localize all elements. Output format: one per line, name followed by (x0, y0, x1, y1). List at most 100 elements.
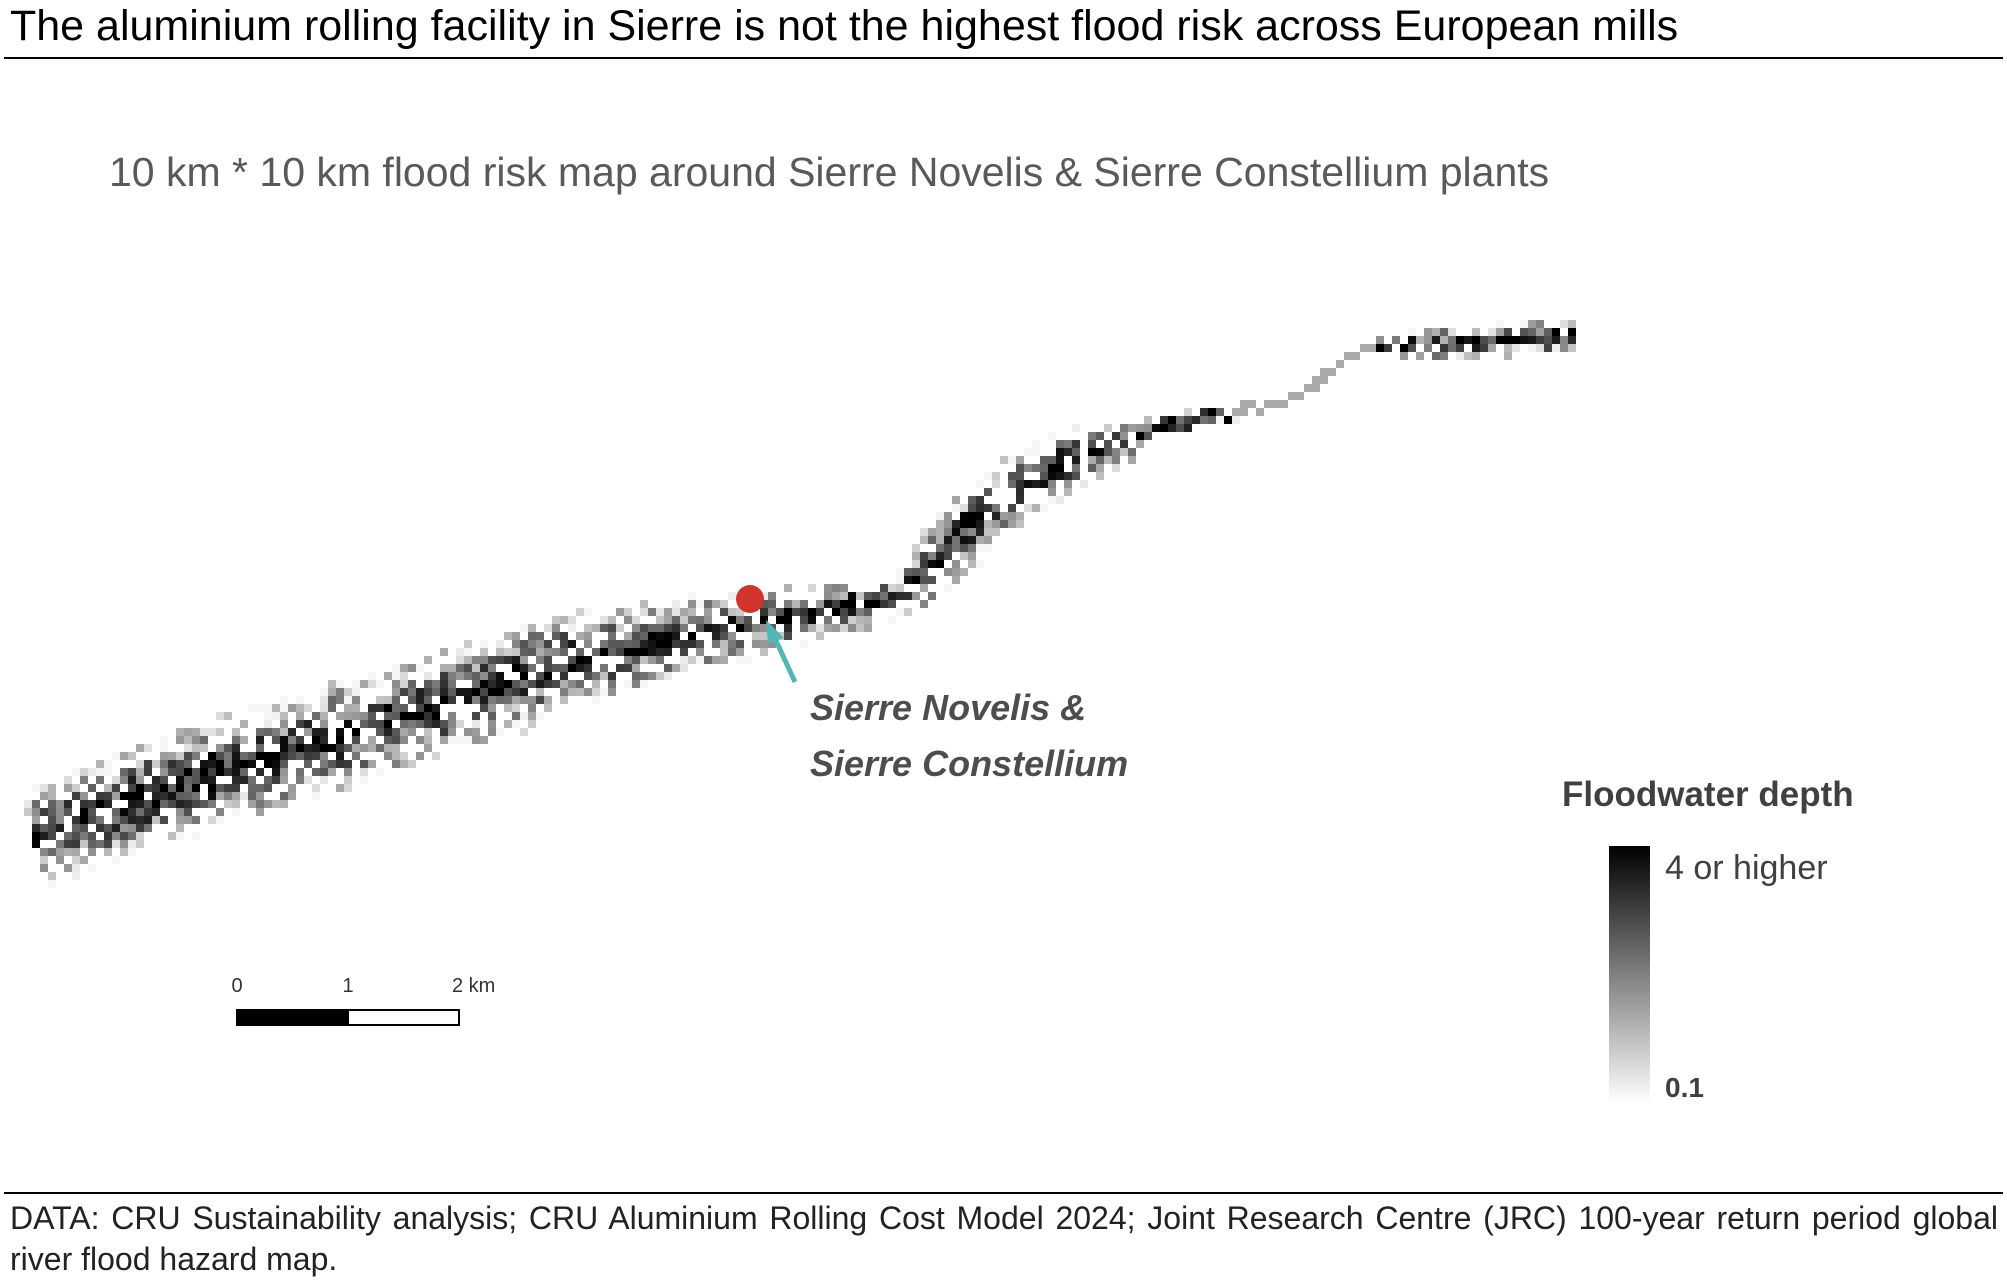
flood-cell (976, 504, 984, 512)
flood-cell (944, 584, 952, 592)
flood-cell (464, 696, 472, 704)
flood-cell (984, 528, 992, 536)
flood-cell (1064, 488, 1072, 496)
flood-cell (512, 632, 520, 640)
flood-cell (568, 656, 576, 664)
flood-cell (1440, 328, 1448, 336)
flood-cell (440, 672, 448, 680)
flood-cell (592, 688, 600, 696)
flood-cell (232, 752, 240, 760)
flood-cell (88, 808, 96, 816)
flood-cell (264, 728, 272, 736)
flood-cell (88, 864, 96, 872)
flood-cell (280, 768, 288, 776)
flood-cell (1200, 408, 1208, 416)
flood-cell (208, 776, 216, 784)
flood-cell (760, 608, 768, 616)
flood-cell (384, 736, 392, 744)
flood-cell (640, 656, 648, 664)
flood-cell (888, 616, 896, 624)
flood-cell (1488, 328, 1496, 336)
flood-cell (1488, 336, 1496, 344)
flood-cell (1168, 416, 1176, 424)
flood-cell (992, 520, 1000, 528)
flood-cell (1472, 352, 1480, 360)
flood-cell (272, 768, 280, 776)
flood-cell (392, 728, 400, 736)
flood-cell (656, 632, 664, 640)
flood-cell (224, 744, 232, 752)
flood-cell (312, 792, 320, 800)
flood-cell (256, 704, 264, 712)
flood-cell (384, 728, 392, 736)
flood-cell (632, 632, 640, 640)
flood-cell (1088, 448, 1096, 456)
flood-cell (296, 776, 304, 784)
flood-cell (608, 624, 616, 632)
flood-cell (200, 744, 208, 752)
flood-cell (144, 768, 152, 776)
flood-cell (144, 808, 152, 816)
flood-cell (920, 568, 928, 576)
flood-cell (432, 680, 440, 688)
flood-cell (568, 640, 576, 648)
flood-cell (928, 560, 936, 568)
flood-cell (160, 784, 168, 792)
flood-cell (136, 768, 144, 776)
flood-cell (496, 648, 504, 656)
flood-cell (864, 600, 872, 608)
flood-cell (600, 624, 608, 632)
flood-cell (280, 696, 288, 704)
flood-cell (496, 640, 504, 648)
flood-cell (1456, 336, 1464, 344)
flood-cell (1520, 328, 1528, 336)
flood-cell (1008, 472, 1016, 480)
flood-cell (128, 792, 136, 800)
flood-cell (168, 800, 176, 808)
flood-cell (496, 680, 504, 688)
scale-label: 1 (342, 975, 353, 997)
flood-cell (856, 608, 864, 616)
flood-cell (112, 824, 120, 832)
flood-cell (624, 616, 632, 624)
flood-cell (136, 824, 144, 832)
flood-cell (600, 616, 608, 624)
flood-cell (408, 720, 416, 728)
flood-cell (352, 680, 360, 688)
flood-cell (576, 688, 584, 696)
flood-cell (936, 552, 944, 560)
flood-cell (424, 704, 432, 712)
flood-cell (312, 736, 320, 744)
flood-cell (968, 504, 976, 512)
flood-cell (392, 664, 400, 672)
flood-cell (920, 576, 928, 584)
flood-cell (320, 768, 328, 776)
flood-cell (648, 608, 656, 616)
flood-cell (1024, 504, 1032, 512)
flood-cell (816, 624, 824, 632)
flood-cell (1144, 416, 1152, 424)
flood-cell (40, 784, 48, 792)
flood-cell (1008, 480, 1016, 488)
flood-cell (1016, 520, 1024, 528)
flood-cell (1240, 408, 1248, 416)
flood-cell (320, 752, 328, 760)
flood-cell (392, 688, 400, 696)
flood-cell (1064, 472, 1072, 480)
scale-segment (347, 1009, 460, 1026)
flood-cell (344, 744, 352, 752)
flood-cell (152, 760, 160, 768)
flood-cell (1096, 464, 1104, 472)
flood-cell (400, 760, 408, 768)
flood-cell (296, 752, 304, 760)
flood-cell (896, 608, 904, 616)
flood-cell (184, 728, 192, 736)
flood-cell (1048, 456, 1056, 464)
flood-cell (1544, 344, 1552, 352)
flood-cell (704, 624, 712, 632)
flood-cell (48, 848, 56, 856)
flood-cell (672, 664, 680, 672)
flood-cell (480, 688, 488, 696)
flood-cell (312, 752, 320, 760)
flood-cell (752, 624, 760, 632)
